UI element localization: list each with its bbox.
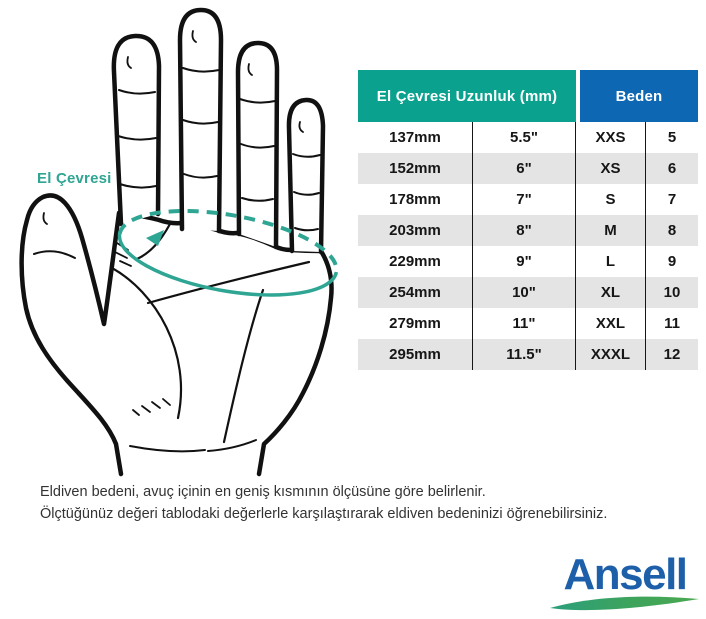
table-row: 279mm 11" XXL 11 (358, 308, 698, 339)
cell-num: 7 (667, 191, 677, 208)
table-header-circumference: El Çevresi Uzunluk (mm) (358, 70, 576, 122)
ellipse-arrowhead-icon (146, 230, 164, 246)
hand-illustration (19, 7, 339, 477)
cell-inch: 9" (473, 246, 576, 277)
cell-num: 5 (667, 129, 677, 146)
cell-inch: 5.5" (473, 122, 576, 153)
hand-creases (33, 30, 321, 453)
cell-size: XXXL (576, 339, 646, 370)
footer-note: Eldiven bedeni, avuç içinin en geniş kıs… (40, 482, 690, 525)
table-header-row: El Çevresi Uzunluk (mm) Beden (358, 70, 698, 122)
cell-inch: 7" (473, 184, 576, 215)
table-row: 178mm 7" S 7 (358, 184, 698, 215)
cell-mm: 229mm (358, 246, 473, 277)
cell-size: L (576, 246, 646, 277)
cell-mm: 279mm (358, 308, 473, 339)
cell-inch: 8" (473, 215, 576, 246)
table-row: 229mm 9" L 9 (358, 246, 698, 277)
index-finger (111, 33, 162, 227)
cell-num: 9 (667, 253, 677, 270)
footer-line-2: Ölçtüğünüz değeri tablodaki değerlerle k… (40, 505, 608, 522)
cell-mm: 254mm (358, 277, 473, 308)
ellipse-solid-arc (117, 233, 339, 297)
cell-mm: 178mm (358, 184, 473, 215)
cell-inch: 10" (473, 277, 576, 308)
logo-swoosh-icon (550, 596, 699, 611)
table-row: 203mm 8" M 8 (358, 215, 698, 246)
table-body: 137mm 5.5" XXS 5 152mm 6" XS 6 178mm 7" … (358, 122, 698, 370)
table-row: 137mm 5.5" XXS 5 (358, 122, 698, 153)
ansell-logo: Ansell (547, 550, 703, 613)
cell-num: 10 (663, 284, 681, 301)
header-gap (576, 70, 580, 122)
cell-inch: 11" (473, 308, 576, 339)
ansell-logo-text: Ansell (563, 550, 688, 599)
pinky-finger (286, 97, 326, 255)
hand-diagram: El Çevresi (0, 0, 353, 480)
cell-inch: 11.5" (473, 339, 576, 370)
cell-num: 6 (667, 160, 677, 177)
cell-size: XS (576, 153, 646, 184)
ring-finger (235, 40, 280, 250)
cell-size: XXL (576, 308, 646, 339)
table-row: 152mm 6" XS 6 (358, 153, 698, 184)
table-row: 295mm 11.5" XXXL 12 (358, 339, 698, 370)
cell-num: 12 (663, 346, 681, 363)
cell-size: XXS (576, 122, 646, 153)
size-table: El Çevresi Uzunluk (mm) Beden 137mm 5.5"… (358, 70, 698, 370)
ellipse-dashed-arc (117, 208, 339, 273)
table-row: 254mm 10" XL 10 (358, 277, 698, 308)
palm-outline (19, 193, 334, 477)
cell-mm: 203mm (358, 215, 473, 246)
cell-mm: 295mm (358, 339, 473, 370)
cell-inch: 6" (473, 153, 576, 184)
measurement-ellipse (117, 208, 339, 297)
cell-size: S (576, 184, 646, 215)
cell-size: XL (576, 277, 646, 308)
cell-size: M (576, 215, 646, 246)
cell-num: 11 (664, 315, 680, 332)
footer-line-1: Eldiven bedeni, avuç içinin en geniş kıs… (40, 484, 486, 500)
cell-mm: 152mm (358, 153, 473, 184)
circumference-label: El Çevresi (37, 170, 112, 187)
table-header-size: Beden (580, 70, 698, 122)
cell-mm: 137mm (358, 122, 473, 153)
cell-num: 8 (667, 222, 677, 239)
